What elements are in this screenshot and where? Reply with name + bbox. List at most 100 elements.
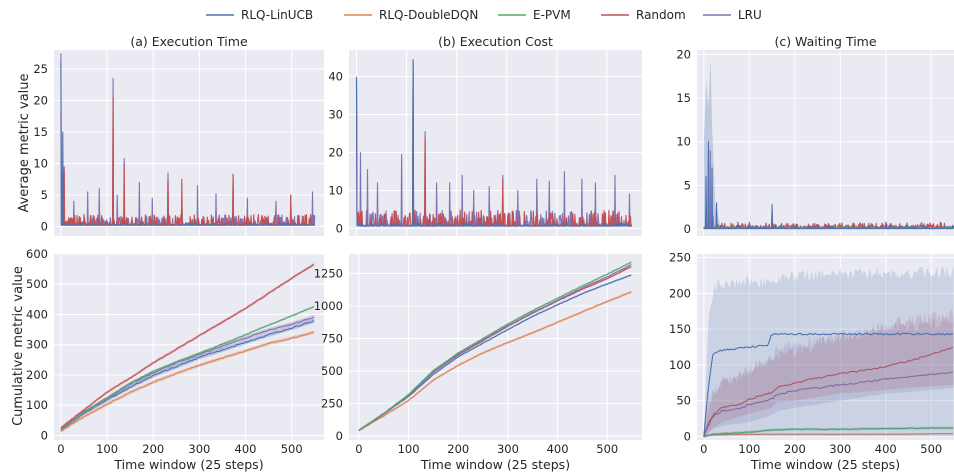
band-rlq-linucb	[703, 265, 954, 437]
band-lru	[60, 314, 315, 432]
y-tick-label: 150	[669, 322, 691, 336]
line-e-pvm	[703, 427, 954, 438]
line-rlq-linucb	[703, 332, 954, 438]
y-tick-label: 0	[684, 429, 691, 443]
band-lru	[703, 317, 954, 440]
legend-item-lru: LRU	[703, 8, 762, 22]
legend-label-e-pvm: E-PVM	[533, 8, 571, 22]
x-tick-label: 500	[596, 442, 618, 456]
panel-title: (c) Waiting Time	[774, 34, 876, 49]
plot-area	[54, 50, 324, 236]
x-tick-label: 300	[829, 442, 851, 456]
y-tick-label: 400	[26, 307, 48, 321]
y-axis-label-bottom: Cumulative metric value	[11, 266, 26, 426]
y-tick-label: 20	[33, 93, 48, 107]
series-group	[355, 58, 633, 227]
x-tick-label: 200	[142, 442, 164, 456]
y-tick-label: 250	[321, 397, 343, 411]
line-lru	[703, 371, 954, 436]
line-rlq-linucb	[60, 62, 315, 226]
line-rlq-linucb	[703, 141, 954, 230]
band-rlq-linucb	[60, 318, 315, 432]
x-tick-label: 0	[700, 442, 707, 456]
plot-area	[697, 50, 954, 236]
y-tick-label: 200	[669, 286, 691, 300]
y-tick-label: 200	[26, 368, 48, 382]
series-group	[60, 53, 316, 226]
y-tick-label: 25	[33, 62, 48, 76]
panel-b-average: 0 10 20 30 40 (b) Execution Cost	[328, 34, 642, 236]
series-group	[358, 261, 632, 432]
legend-label-rlq-doubledqn: RLQ-DoubleDQN	[379, 8, 478, 22]
legend: RLQ-LinUCB RLQ-DoubleDQN E-PVM Random LR…	[206, 8, 762, 22]
x-tick-label: 200	[784, 442, 806, 456]
y-tick-label: 10	[676, 135, 691, 149]
x-tick-label: 100	[96, 442, 118, 456]
legend-item-rlq-linucb: RLQ-LinUCB	[206, 8, 313, 22]
y-tick-label: 250	[669, 251, 691, 265]
line-lru	[60, 316, 315, 430]
x-axis-label: Time window (25 steps)	[113, 457, 263, 472]
legend-item-random: Random	[601, 8, 686, 22]
line-rlq-linucb	[358, 274, 632, 431]
x-tick-label: 200	[447, 442, 469, 456]
series-group	[703, 58, 954, 230]
band-e-pvm	[60, 305, 315, 431]
x-axis-label: Time window (25 steps)	[750, 457, 900, 472]
panel-c-average: 0 5 10 15 20 (c) Waiting Time	[676, 34, 954, 236]
y-tick-label: 15	[33, 125, 48, 139]
panel-a-cumulative: 0 100 200 300 400 500 0 100 200 300 400 500 600 Time …	[26, 247, 324, 472]
y-tick-label: 50	[676, 394, 691, 408]
y-axis-label-top: Average metric value	[17, 73, 32, 212]
panel-title: (a) Execution Time	[130, 34, 248, 49]
x-tick-label: 100	[738, 442, 760, 456]
legend-label-random: Random	[636, 8, 686, 22]
line-rlq-linucb	[355, 60, 633, 227]
y-tick-label: 500	[26, 277, 48, 291]
y-tick-label: 600	[26, 247, 48, 261]
y-tick-label: 1000	[314, 299, 343, 313]
y-tick-label: 0	[336, 429, 343, 443]
series-group	[60, 262, 315, 433]
legend-label-rlq-linucb: RLQ-LinUCB	[241, 8, 313, 22]
panel-a-average: 0 5 10 15 20 25 (a) Execution Time	[33, 34, 324, 236]
series-group	[703, 265, 954, 440]
band-e-pvm	[703, 426, 954, 438]
y-tick-label: 30	[328, 108, 343, 122]
line-random	[60, 263, 315, 429]
y-tick-label: 20	[328, 145, 343, 159]
y-tick-label: 300	[26, 338, 48, 352]
y-tick-label: 10	[328, 183, 343, 197]
y-tick-label: 15	[676, 91, 691, 105]
y-tick-label: 1250	[314, 267, 343, 281]
panel-title: (b) Execution Cost	[438, 34, 553, 49]
x-tick-label: 0	[57, 442, 64, 456]
line-rlq-doubledqn	[60, 331, 314, 432]
line-rlq-doubledqn	[703, 433, 954, 437]
panel-b-cumulative: 0 100 200 300 400 500 0 250 500 750 1000 1250 Time w…	[314, 254, 642, 472]
band-random	[703, 309, 954, 439]
line-e-pvm	[358, 261, 632, 431]
x-tick-label: 400	[875, 442, 897, 456]
x-tick-label: 300	[497, 442, 519, 456]
line-rlq-doubledqn	[358, 291, 632, 431]
legend-label-lru: LRU	[738, 8, 762, 22]
y-tick-label: 0	[336, 221, 343, 235]
legend-item-rlq-doubledqn: RLQ-DoubleDQN	[344, 8, 478, 22]
y-tick-label: 100	[669, 358, 691, 372]
y-tick-label: 0	[41, 428, 48, 442]
legend-item-e-pvm: E-PVM	[498, 8, 571, 22]
line-rlq-linucb	[60, 319, 315, 430]
line-e-pvm	[60, 305, 315, 431]
x-tick-label: 300	[188, 442, 210, 456]
y-tick-label: 10	[33, 156, 48, 170]
y-tick-label: 5	[684, 178, 691, 192]
y-tick-label: 40	[328, 70, 343, 84]
y-tick-label: 750	[321, 332, 343, 346]
x-tick-label: 0	[355, 442, 362, 456]
y-tick-label: 5	[41, 188, 48, 202]
panel-c-cumulative: 0 100 200 300 400 500 0 50 100 150 200 250 Time wind…	[669, 251, 954, 472]
y-tick-label: 100	[26, 398, 48, 412]
y-tick-label: 0	[41, 220, 48, 234]
